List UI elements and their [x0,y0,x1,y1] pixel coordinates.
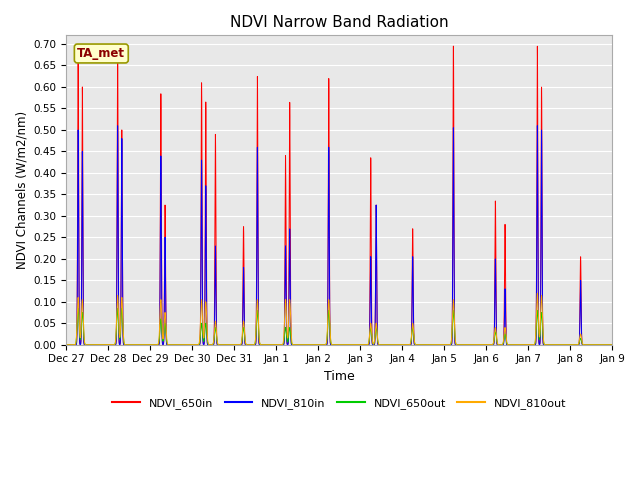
Line: NDVI_650in: NDVI_650in [67,46,612,345]
Line: NDVI_650out: NDVI_650out [67,308,612,345]
NDVI_650out [608,342,616,348]
NDVI_650in [497,342,504,348]
NDVI_650in [410,265,417,271]
NDVI_810in [608,342,616,348]
NDVI_810out [496,342,504,348]
NDVI_810in [410,284,417,289]
Y-axis label: NDVI Channels (W/m2/nm): NDVI Channels (W/m2/nm) [15,111,28,269]
NDVI_810out [260,342,268,348]
Legend: NDVI_650in, NDVI_810in, NDVI_650out, NDVI_810out: NDVI_650in, NDVI_810in, NDVI_650out, NDV… [108,394,570,413]
NDVI_650in [467,342,475,348]
NDVI_810out [90,342,98,348]
NDVI_650out [63,342,70,348]
NDVI_650out [410,326,417,332]
NDVI_650in [138,342,145,348]
Text: TA_met: TA_met [77,47,125,60]
NDVI_810out [534,290,541,296]
NDVI_810out [409,322,417,328]
NDVI_810out [385,342,393,348]
NDVI_650in [449,43,457,49]
NDVI_810in [496,342,504,348]
NDVI_810in [467,342,475,348]
NDVI_650out [467,342,475,348]
NDVI_810out [63,342,70,348]
NDVI_650in [608,342,616,348]
X-axis label: Time: Time [324,370,355,383]
NDVI_810in [138,342,145,348]
NDVI_650in [385,342,393,348]
Line: NDVI_810in: NDVI_810in [67,126,612,345]
NDVI_810out [608,342,616,348]
NDVI_650in [63,342,70,348]
NDVI_650out [496,342,504,348]
NDVI_650out [385,342,393,348]
NDVI_650out [90,342,98,348]
NDVI_650out [260,342,268,348]
Line: NDVI_810out: NDVI_810out [67,293,612,345]
NDVI_650out [118,305,125,311]
NDVI_810in [385,342,393,348]
NDVI_810out [467,342,475,348]
NDVI_810in [90,342,98,348]
NDVI_810in [63,342,70,348]
NDVI_810in [534,123,541,129]
NDVI_650in [260,342,268,348]
NDVI_810in [260,342,268,348]
NDVI_650in [90,342,98,348]
Title: NDVI Narrow Band Radiation: NDVI Narrow Band Radiation [230,15,449,30]
